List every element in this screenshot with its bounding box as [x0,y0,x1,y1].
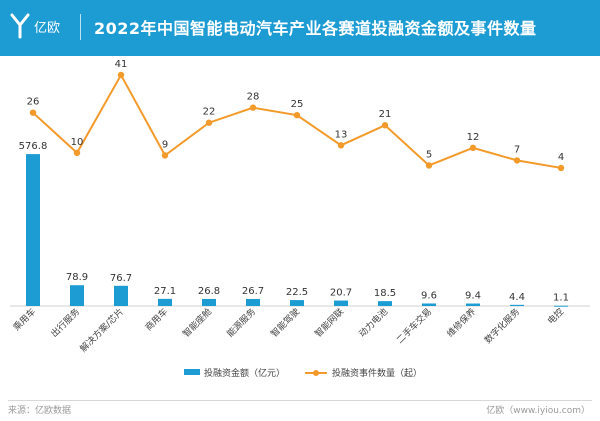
chart-area: 576.8 78.9 76.7 27.1 26.8 26.7 22.5 20.7 18.5 9.6… [10,59,590,379]
legend-bar-swatch [184,369,200,375]
count-value-label-10: 12 [467,132,480,143]
count-point-11 [513,157,521,164]
bar-0 [26,154,40,306]
category-label-5: 能源服务 [224,306,258,340]
logo-text: 亿欧 [34,20,61,36]
count-value-label-9: 5 [426,149,432,160]
count-value-label-0: 26 [27,97,40,108]
bar-value-label-7: 20.7 [330,288,352,299]
bar-value-label-5: 26.7 [242,286,264,297]
bar-value-label-11: 4.4 [509,292,525,303]
source-note: 来源：亿欧数据 [8,406,72,416]
count-point-10 [469,144,477,152]
count-value-label-3: 9 [162,139,168,150]
bar-value-label-4: 26.8 [198,286,220,297]
bar-1 [70,285,84,306]
bar-value-label-10: 9.4 [465,291,481,302]
legend-line-marker [313,370,319,376]
category-label-3: 商用车 [143,306,171,334]
count-point-5 [249,104,257,111]
count-value-label-1: 10 [71,137,84,148]
count-point-3 [161,152,169,159]
count-point-1 [73,149,81,157]
category-label-11: 数字化服务 [482,306,522,346]
header-divider [80,14,81,40]
bar-value-label-8: 18.5 [374,288,396,299]
chart-header: 亿欧 2022年中国智能电动汽车产业各赛道投融资金额及事件数量 [0,0,600,56]
category-label-4: 智能座舱 [180,306,214,340]
count-value-label-4: 22 [203,107,216,118]
bar-4 [202,298,216,306]
count-value-label-11: 7 [514,144,520,155]
count-point-9 [425,162,433,169]
brand-note: 亿欧（www.iyiou.com） [486,406,590,416]
bar-5 [246,298,260,306]
bar-2 [114,285,128,306]
bar-11 [510,304,524,306]
count-point-6 [293,111,301,119]
bar-value-label-2: 76.7 [110,273,132,284]
count-value-label-7: 13 [335,129,348,140]
legend-bar-label: 投融资金额（亿元） [204,367,285,379]
logo-icon [10,13,30,39]
category-label-0: 乘用车 [11,306,39,334]
count-point-0 [29,109,37,116]
bar-value-label-3: 27.1 [154,286,176,297]
category-label-8: 动力电池 [356,306,390,340]
count-point-8 [381,122,389,129]
bar-7 [334,300,348,306]
count-point-12 [557,164,565,172]
count-value-label-8: 21 [379,109,392,120]
bar-8 [378,301,392,306]
count-point-2 [117,71,125,79]
footer-divider [8,400,592,401]
bar-value-label-6: 22.5 [286,287,308,298]
count-value-label-2: 41 [115,59,128,70]
category-label-2: 解决方案/芯片 [77,306,126,355]
bar-value-label-9: 9.6 [421,290,437,301]
bar-10 [466,303,480,306]
bar-value-label-1: 78.9 [66,272,88,283]
count-value-label-12: 4 [558,152,564,163]
count-line [32,72,562,169]
count-value-label-5: 28 [247,92,260,103]
bar-9 [422,303,436,306]
logo: 亿欧 [10,11,70,41]
count-value-label-6: 25 [291,99,304,110]
category-label-6: 智能驾驶 [268,306,302,340]
chart-title: 2022年中国智能电动汽车产业各赛道投融资金额及事件数量 [94,19,537,38]
category-label-1: 出行服务 [48,306,82,340]
bar-3 [158,298,172,306]
legend-line-label: 投融资事件数量（起） [332,367,422,379]
bar-6 [290,300,304,306]
category-label-10: 维修保养 [444,306,478,340]
count-point-7 [337,142,345,149]
category-label-7: 智能网联 [312,306,346,340]
category-label-9: 二手车交易 [394,306,434,346]
category-label-12: 电控 [545,306,566,327]
bar-value-label-12: 1.1 [553,293,569,304]
count-point-4 [205,119,213,126]
bar-value-label-0: 576.8 [19,141,48,152]
bar-12 [554,305,568,307]
